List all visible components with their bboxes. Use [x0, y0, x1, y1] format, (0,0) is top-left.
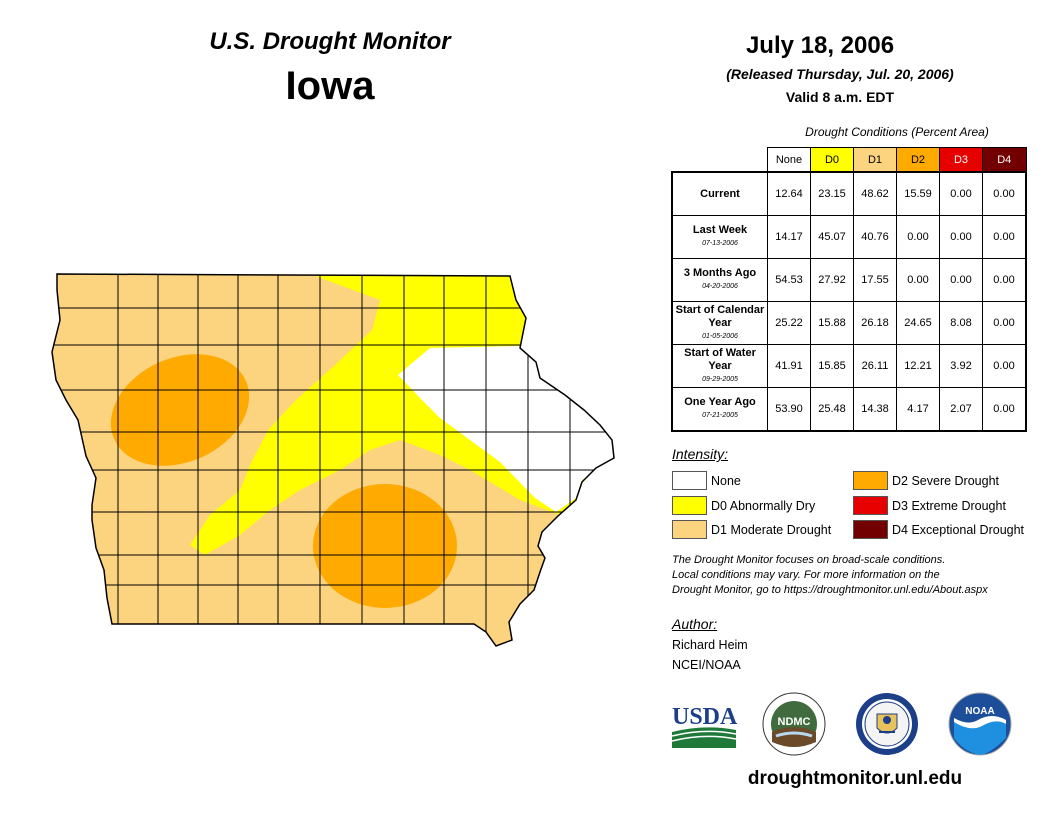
- table-cell: 0.00: [896, 215, 940, 259]
- row-label: Start of Water Year 09-29-2005: [671, 344, 768, 388]
- table-cell: 0.00: [982, 387, 1027, 432]
- table-row: Current 12.64 23.15 48.62 15.59 0.00 0.0…: [671, 171, 1027, 216]
- note-line: Drought Monitor, go to https://droughtmo…: [672, 584, 988, 596]
- column-header: None: [767, 147, 811, 173]
- table-cell: 26.11: [853, 344, 897, 388]
- table-caption: Drought Conditions (Percent Area): [805, 125, 989, 139]
- legend-label: D1 Moderate Drought: [711, 523, 832, 537]
- table-cell: 0.00: [939, 171, 983, 216]
- state-name: Iowa: [285, 64, 375, 108]
- usda-logo: USDA: [671, 704, 738, 748]
- table-cell: 0.00: [939, 258, 983, 302]
- svg-text:USDA: USDA: [672, 704, 738, 730]
- legend-title: Intensity:: [672, 446, 729, 462]
- ndmc-logo: NDMC: [762, 692, 826, 756]
- legend-swatch: [853, 471, 888, 490]
- table-header-row: None D0 D1 D2 D3 D4: [672, 147, 1027, 173]
- map-title: U.S. Drought Monitor: [209, 28, 451, 55]
- author-name: Richard Heim: [672, 638, 748, 652]
- table-cell: 3.92: [939, 344, 983, 388]
- legend-swatch: [672, 496, 707, 515]
- legend-label: D3 Extreme Drought: [892, 499, 1006, 513]
- table-cell: 23.15: [810, 171, 854, 216]
- table-cell: 40.76: [853, 215, 897, 259]
- row-label: One Year Ago 07-21-2005: [671, 387, 768, 432]
- table-cell: 25.22: [767, 301, 811, 345]
- table-cell: 17.55: [853, 258, 897, 302]
- legend-swatch: [853, 520, 888, 539]
- svg-text:NDMC: NDMC: [778, 716, 811, 728]
- table-cell: 15.88: [810, 301, 854, 345]
- row-label: Start of Calendar Year 01-05-2006: [671, 301, 768, 345]
- map-date: July 18, 2006: [745, 32, 895, 59]
- table-row: One Year Ago 07-21-2005 53.90 25.48 14.38…: [671, 387, 1027, 432]
- legend-label: None: [711, 474, 741, 488]
- legend-label: D0 Abnormally Dry: [711, 499, 816, 513]
- table-cell: 15.85: [810, 344, 854, 388]
- table-row: Last Week 07-13-2006 14.17 45.07 40.76 0.…: [671, 215, 1027, 259]
- table-cell: 0.00: [982, 301, 1027, 345]
- column-header: D2: [896, 147, 940, 173]
- column-header: D1: [853, 147, 897, 173]
- row-label: 3 Months Ago 04-20-2006: [671, 258, 768, 302]
- legend-swatch: [853, 496, 888, 515]
- table-cell: 24.65: [896, 301, 940, 345]
- drought-conditions-table: None D0 D1 D2 D3 D4 Current 12.64 23.15 …: [671, 147, 1027, 432]
- table-row: Start of Water Year 09-29-2005 41.91 15.8…: [671, 344, 1027, 388]
- table-cell: 27.92: [810, 258, 854, 302]
- table-cell: 14.38: [853, 387, 897, 432]
- table-cell: 0.00: [982, 258, 1027, 302]
- state-outline: [51, 273, 615, 647]
- table-cell: 41.91: [767, 344, 811, 388]
- legend-swatch: [672, 471, 707, 490]
- iowa-drought-map: [51, 273, 615, 647]
- table-cell: 0.00: [982, 171, 1027, 216]
- table-row: 3 Months Ago 04-20-2006 54.53 27.92 17.55…: [671, 258, 1027, 302]
- table-cell: 26.18: [853, 301, 897, 345]
- drought-areas: [52, 274, 614, 646]
- noaa-logo: NOAA: [948, 692, 1012, 756]
- column-header: D0: [810, 147, 854, 173]
- note-line: Local conditions may vary. For more info…: [672, 569, 940, 581]
- doc-seal-logo: [856, 693, 918, 755]
- table-row: Start of Calendar Year 01-05-2006 25.22 1…: [671, 301, 1027, 345]
- row-label: Last Week 07-13-2006: [671, 215, 768, 259]
- table-cell: 14.17: [767, 215, 811, 259]
- table-cell: 4.17: [896, 387, 940, 432]
- author-label: Author:: [672, 616, 718, 632]
- disclaimer-note: The Drought Monitor focuses on broad-sca…: [672, 553, 1032, 598]
- table-cell: 8.08: [939, 301, 983, 345]
- table-cell: 15.59: [896, 171, 940, 216]
- d0-abnormally-dry-area: [190, 276, 614, 555]
- d2-severe-drought-area-west: [110, 354, 250, 466]
- column-header: D4: [982, 147, 1027, 173]
- table-cell: 45.07: [810, 215, 854, 259]
- svg-text:NOAA: NOAA: [965, 706, 994, 717]
- legend-label: D2 Severe Drought: [892, 474, 1000, 488]
- column-header: D3: [939, 147, 983, 173]
- valid-time: Valid 8 a.m. EDT: [785, 89, 895, 105]
- row-label: Current: [671, 171, 768, 216]
- table-cell: 53.90: [767, 387, 811, 432]
- author-org: NCEI/NOAA: [672, 658, 741, 672]
- release-date: (Released Thursday, Jul. 20, 2006): [726, 66, 954, 82]
- table-cell: 25.48: [810, 387, 854, 432]
- note-line: The Drought Monitor focuses on broad-sca…: [672, 554, 946, 566]
- table-cell: 12.64: [767, 171, 811, 216]
- table-cell: 0.00: [896, 258, 940, 302]
- table-cell: 0.00: [939, 215, 983, 259]
- website-url[interactable]: droughtmonitor.unl.edu: [747, 768, 963, 789]
- county-boundaries: [52, 274, 614, 646]
- legend-label: D4 Exceptional Drought: [892, 523, 1025, 537]
- table-cell: 12.21: [896, 344, 940, 388]
- legend-swatch: [672, 520, 707, 539]
- table-cell: 54.53: [767, 258, 811, 302]
- table-cell: 0.00: [982, 215, 1027, 259]
- d2-severe-drought-area-south: [313, 484, 457, 608]
- table-cell: 48.62: [853, 171, 897, 216]
- table-cell: 2.07: [939, 387, 983, 432]
- table-cell: 0.00: [982, 344, 1027, 388]
